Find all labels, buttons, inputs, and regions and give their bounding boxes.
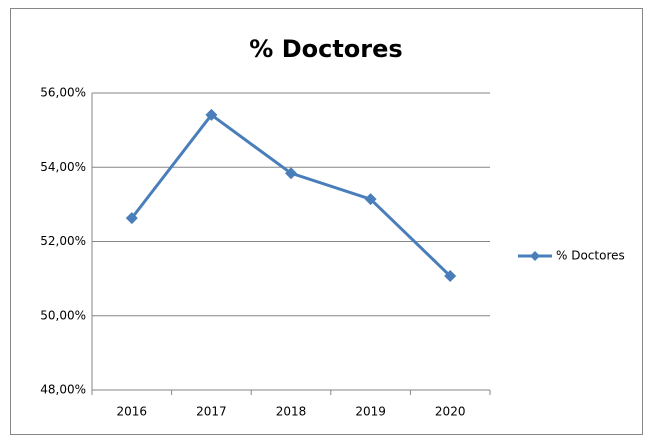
x-tick-label: 2016 <box>117 405 148 419</box>
chart-border <box>10 8 643 435</box>
marker <box>125 212 138 225</box>
y-tick-label: 48,00% <box>40 383 86 397</box>
x-tick-label: 2019 <box>355 405 386 419</box>
y-tick-label: 54,00% <box>40 160 86 174</box>
marker <box>364 193 377 206</box>
x-tick-label: 2018 <box>276 405 307 419</box>
x-tick-label: 2017 <box>196 405 227 419</box>
y-tick-label: 50,00% <box>40 308 86 322</box>
legend-label: % Doctores <box>556 249 625 263</box>
chart-title: % Doctores <box>249 35 402 63</box>
marker <box>285 167 297 180</box>
marker <box>205 108 218 121</box>
x-tick-label: 2020 <box>435 405 466 419</box>
y-tick-label: 56,00% <box>40 86 86 100</box>
y-tick-label: 52,00% <box>40 234 86 248</box>
legend-marker <box>530 251 540 261</box>
marker <box>444 270 457 283</box>
